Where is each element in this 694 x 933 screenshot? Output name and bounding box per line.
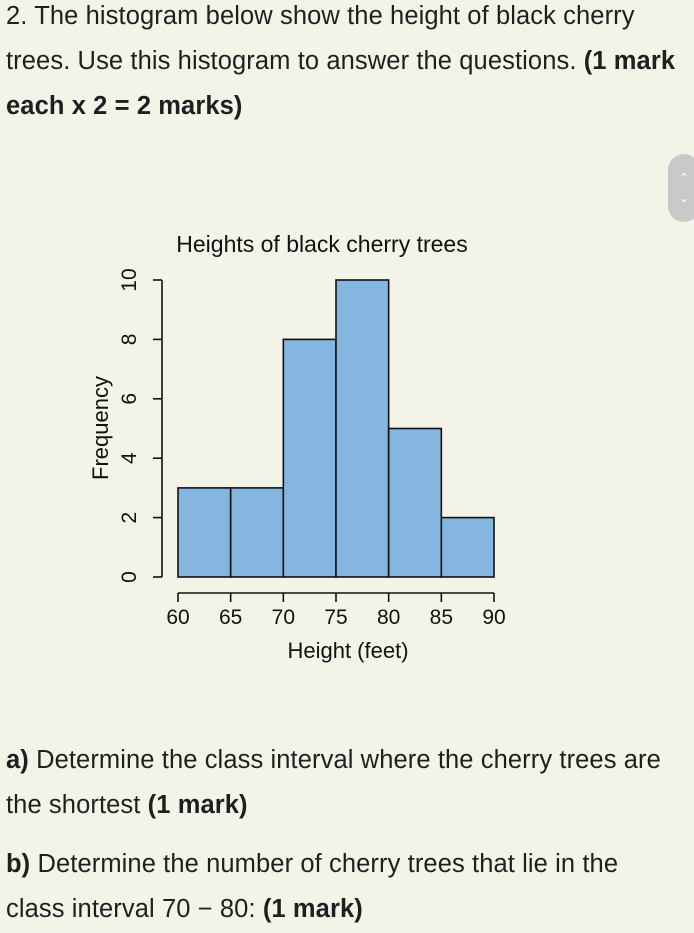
part-a-label: a) (6, 746, 29, 774)
part-a-text: a) Determine the class interval where th… (6, 738, 676, 828)
part-b-label: b) (6, 850, 31, 878)
y-tick-label: 4 (118, 452, 141, 464)
part-a-marks: (1 mark) (147, 791, 248, 819)
question-text: 2. The histogram below show the height o… (6, 0, 676, 129)
part-a-body: Determine the class interval where the c… (6, 746, 661, 819)
histogram-bar (229, 487, 285, 578)
histogram-bar (387, 427, 443, 578)
question-marks: (1 mark each x 2 = 2 marks) (6, 47, 676, 120)
chevron-up-icon[interactable]: ⌃ (678, 171, 690, 185)
x-tick-label: 80 (377, 606, 400, 629)
x-axis-label: Height (feet) (287, 638, 408, 663)
histogram-bar (177, 487, 232, 578)
histogram-bar (282, 338, 337, 578)
x-tick-label: 60 (166, 606, 189, 629)
y-tick-label: 2 (118, 512, 141, 524)
question-number: 2. (6, 2, 28, 30)
histogram-bar (335, 279, 390, 578)
question-body: The histogram below show the height of b… (6, 2, 635, 75)
y-axis-label: Frequency (88, 376, 113, 480)
chevron-down-icon[interactable]: ⌄ (678, 191, 690, 205)
part-b-text: b) Determine the number of cherry trees … (6, 842, 676, 932)
part-b-marks: (1 mark) (262, 895, 363, 923)
chart-title: Heights of black cherry trees (176, 231, 467, 257)
part-b-body: Determine the number of cherry trees tha… (6, 850, 619, 923)
y-tick-label: 6 (118, 393, 141, 405)
x-tick-label: 75 (324, 606, 347, 629)
x-tick-label: 70 (272, 606, 295, 629)
x-tick-label: 85 (430, 606, 453, 629)
y-tick-label: 0 (118, 571, 141, 583)
y-tick-label: 10 (118, 268, 141, 291)
x-tick-label: 65 (219, 606, 242, 629)
x-tick-label: 90 (482, 606, 505, 629)
y-tick-label: 8 (118, 334, 141, 346)
histogram-bar (440, 516, 495, 578)
histogram-chart: 60 65 70 75 80 85 90 0 2 4 6 8 10 Heights of black ch… (88, 231, 506, 663)
scroll-control[interactable]: ⌃ ⌄ (668, 154, 694, 222)
